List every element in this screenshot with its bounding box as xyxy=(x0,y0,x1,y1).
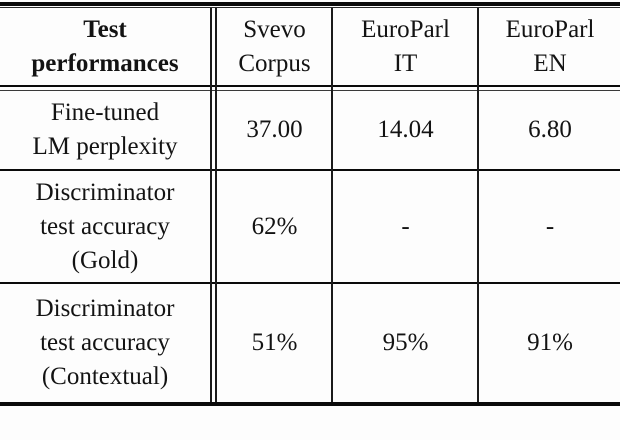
header-divider-rule-lower xyxy=(0,89,620,92)
row-label-discriminator-contextual: Discriminator test accuracy (Contextual) xyxy=(35,295,175,390)
value-cell-perplexity-europarl-it: 14.04 xyxy=(377,116,434,143)
value-cell-contextual-europarl-it: 95% xyxy=(382,329,429,356)
table-bottom-rule xyxy=(0,402,620,407)
row-divider-rule-2 xyxy=(0,282,620,284)
header-cell-test-performances: Test performances xyxy=(31,15,179,77)
column-divider-europarl-it-en xyxy=(477,8,480,402)
table-top-rule-thin xyxy=(0,6,620,9)
value-cell-perplexity-svevo: 37.00 xyxy=(246,116,303,143)
row-divider-rule-1 xyxy=(0,169,620,171)
header-cell-europarl-it: EuroParl IT xyxy=(361,15,450,77)
value-cell-gold-svevo: 62% xyxy=(251,212,298,240)
value-cell-contextual-svevo: 51% xyxy=(251,329,298,356)
row-label-discriminator-gold: Discriminator test accuracy (Gold) xyxy=(35,178,175,274)
value-cell-gold-europarl-en: - xyxy=(545,212,555,240)
value-cell-gold-europarl-it: - xyxy=(401,212,410,240)
header-divider-rule-upper xyxy=(0,85,620,88)
header-cell-svevo-corpus: Svevo Corpus xyxy=(238,15,311,77)
label-column-divider-lower xyxy=(215,8,217,402)
value-cell-contextual-europarl-en: 91% xyxy=(527,329,573,356)
value-cell-perplexity-europarl-en: 6.80 xyxy=(528,116,572,143)
table-top-rule-thick xyxy=(0,2,620,6)
row-label-lm-perplexity: Fine-tuned LM perplexity xyxy=(32,99,178,160)
column-divider-svevo-europarl-it xyxy=(331,8,334,402)
label-column-divider-upper xyxy=(210,8,213,402)
header-cell-europarl-en: EuroParl EN xyxy=(505,15,595,77)
